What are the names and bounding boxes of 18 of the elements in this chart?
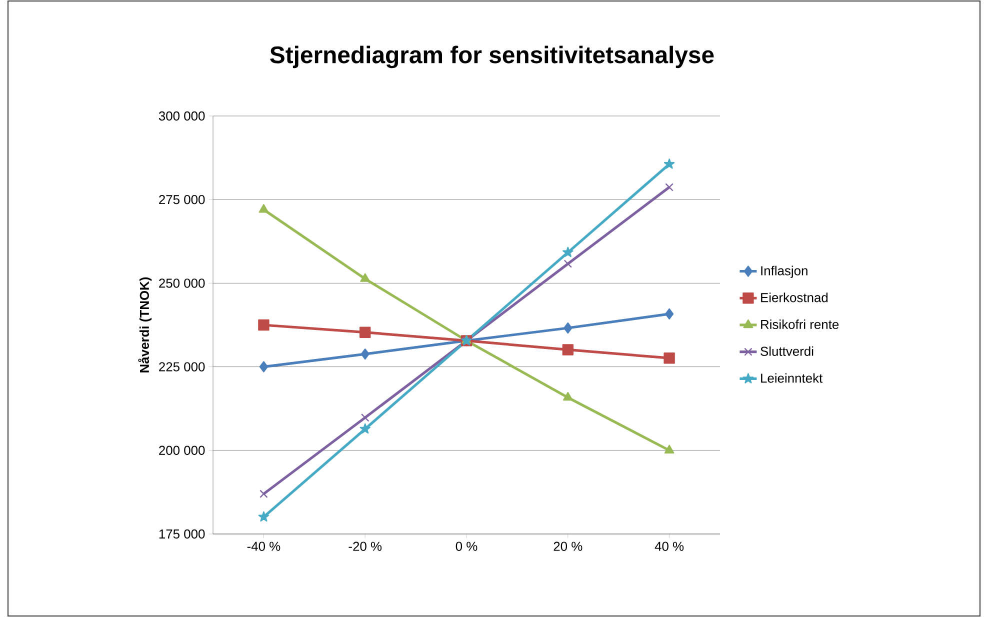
y-tick-label: 300 000 — [158, 111, 205, 121]
x-tick-label: 0 % — [456, 542, 478, 551]
chart-title: Stjernediagram for sensitivitetsanalyse — [270, 46, 714, 68]
legend-label: Leieinntekt — [761, 373, 823, 383]
y-tick-label: 225 000 — [159, 362, 205, 372]
legend-label: Sluttverdi — [760, 346, 814, 356]
y-axis-title: Nåverdi (TNOK) — [138, 277, 152, 372]
y-tick-label: 250 000 — [159, 278, 205, 288]
x-tick-label: 20 % — [554, 542, 582, 551]
y-tick-label: 175 000 — [159, 529, 205, 539]
x-tick-label: 40 % — [654, 542, 684, 551]
x-tick-label: -20 % — [348, 542, 382, 551]
y-tick-label: 275 000 — [159, 194, 205, 204]
x-tick-label: -40 % — [247, 542, 280, 551]
y-tick-label: 200 000 — [159, 446, 205, 455]
legend-label: Inflasjon — [761, 266, 808, 278]
legend-label: Risikofri rente — [761, 320, 839, 330]
legend-label: Eierkostnad — [761, 292, 828, 302]
